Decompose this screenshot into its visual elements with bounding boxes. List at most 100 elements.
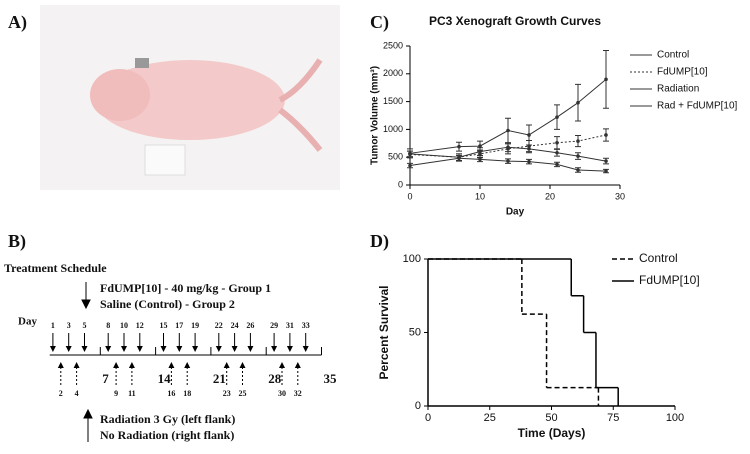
arrow-head (121, 346, 127, 352)
point (457, 144, 461, 149)
arrow-head (105, 346, 112, 352)
week-label: 35 (324, 371, 338, 386)
point (457, 156, 461, 161)
injection-day: 10 (120, 321, 128, 330)
day-label: Day (18, 316, 37, 328)
x-tick-label: 10 (475, 191, 485, 201)
y-axis-label: Tumor Volume (mm³) (370, 66, 381, 165)
panel-label: A) (8, 12, 27, 33)
arrow-head (247, 346, 254, 352)
week-label: 28 (268, 371, 282, 386)
y-axis-label: Percent Survival (377, 285, 391, 379)
arrow-head (73, 362, 80, 368)
point (527, 159, 531, 164)
radiation-day: 23 (223, 389, 231, 398)
legend-label: Control (639, 251, 678, 265)
point (506, 145, 510, 149)
legend-label: FdUMP[10] (657, 67, 708, 78)
legend-label: Rad + FdUMP[10] (657, 101, 738, 112)
panel-label: B) (8, 231, 26, 252)
point (408, 163, 412, 168)
injection-day: 24 (231, 321, 239, 330)
point (408, 152, 412, 156)
point (478, 149, 482, 154)
radiation-day: 18 (183, 389, 191, 398)
radiation-day: 2 (59, 389, 63, 398)
week-label: 21 (213, 371, 226, 386)
arrow-head (271, 346, 278, 352)
schedule-text: Saline (Control) - Group 2 (100, 297, 235, 311)
x-tick-label: 25 (484, 412, 496, 424)
schedule-text: FdUMP[10] - 40 mg/kg - Group 1 (100, 281, 271, 295)
radiation-day: 11 (128, 389, 136, 398)
point (604, 133, 608, 137)
point (576, 100, 580, 105)
legend-label: FdUMP[10] (639, 273, 700, 287)
arrow-head (113, 362, 120, 368)
legend-label: Control (657, 50, 689, 61)
point (478, 144, 482, 148)
x-tick-label: 30 (615, 191, 625, 201)
arrow-head (223, 362, 230, 368)
injection-day: 5 (83, 321, 87, 330)
injection-day: 15 (160, 321, 168, 330)
schedule-text: Radiation 3 Gy (left flank) (100, 412, 235, 426)
x-tick-label: 20 (545, 191, 555, 201)
point (506, 128, 510, 133)
arrow-head (49, 346, 56, 352)
arrow-head (192, 346, 199, 352)
arrow-head (239, 362, 246, 368)
point (576, 139, 580, 143)
mouse (90, 58, 323, 176)
point (527, 147, 531, 151)
arrow-head (136, 346, 143, 352)
schedule-title: Treatment Schedule (4, 261, 107, 275)
y-tick-label: 2500 (383, 40, 403, 50)
panel-label: D) (370, 231, 389, 252)
arrow-head (286, 346, 293, 352)
legend-label: Radiation (657, 84, 699, 95)
arrow-head (176, 346, 183, 352)
point (576, 154, 580, 158)
radiation-day: 16 (167, 389, 175, 398)
y-tick-label: 50 (409, 326, 421, 338)
week-label: 14 (158, 371, 172, 386)
x-tick-label: 0 (407, 191, 412, 201)
arrow-head (168, 362, 175, 368)
x-axis-label: Time (Days) (518, 426, 586, 440)
point (604, 159, 608, 163)
point (527, 133, 531, 137)
arrow-head (184, 362, 191, 368)
point (555, 162, 559, 167)
injection-day: 3 (67, 321, 71, 330)
point (506, 159, 510, 163)
injection-day: 8 (106, 321, 110, 330)
y-tick-label: 1500 (383, 96, 403, 106)
arrow-head (294, 362, 301, 368)
injection-day: 1 (51, 321, 55, 330)
radiation-day: 4 (75, 389, 79, 398)
arrow-head (160, 346, 167, 352)
injection-day: 12 (136, 321, 144, 330)
chart-title: PC3 Xenograft Growth Curves (429, 14, 601, 28)
y-tick-label: 1000 (383, 124, 403, 134)
x-tick-label: 50 (545, 412, 557, 424)
injection-day: 29 (270, 321, 278, 330)
arrow-head (65, 346, 72, 352)
x-tick-label: 0 (425, 412, 431, 424)
injection-day: 26 (246, 321, 254, 330)
y-tick-label: 0 (415, 400, 421, 412)
series-line (409, 157, 607, 172)
injection-day: 31 (286, 321, 294, 330)
point (576, 168, 580, 172)
arrow-head (279, 362, 285, 368)
injection-day: 33 (302, 321, 310, 330)
injection-day: 17 (175, 321, 183, 330)
point (555, 150, 559, 155)
radiation-day: 32 (294, 389, 302, 398)
y-tick-label: 0 (398, 179, 403, 189)
arrow-head (81, 346, 88, 352)
point (555, 140, 559, 145)
x-axis-label: Day (506, 207, 525, 218)
